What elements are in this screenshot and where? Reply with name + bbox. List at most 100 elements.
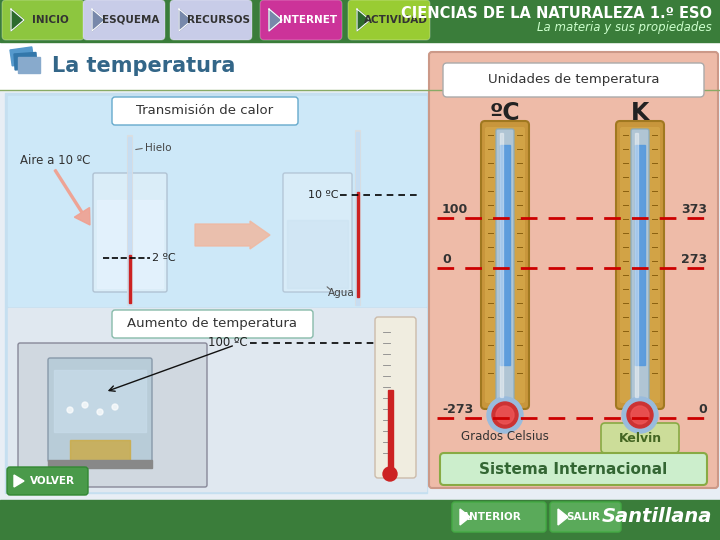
Bar <box>18 57 40 73</box>
Bar <box>128 137 131 305</box>
Text: Hielo: Hielo <box>145 143 171 153</box>
FancyBboxPatch shape <box>93 173 167 292</box>
Bar <box>356 132 359 305</box>
Circle shape <box>112 404 118 410</box>
FancyBboxPatch shape <box>18 343 207 487</box>
FancyBboxPatch shape <box>443 63 704 97</box>
FancyBboxPatch shape <box>112 310 313 338</box>
Text: La materia y sus propiedades: La materia y sus propiedades <box>537 22 712 35</box>
Circle shape <box>97 409 103 415</box>
Text: Sistema Internacional: Sistema Internacional <box>480 462 667 476</box>
FancyBboxPatch shape <box>112 97 298 125</box>
Circle shape <box>82 402 88 408</box>
Bar <box>0 500 720 540</box>
Circle shape <box>383 467 397 481</box>
FancyBboxPatch shape <box>348 0 430 40</box>
Circle shape <box>487 397 523 433</box>
Text: INICIO: INICIO <box>32 15 68 25</box>
Text: INTERNET: INTERNET <box>279 15 337 25</box>
Bar <box>8 96 426 306</box>
Text: Agua: Agua <box>328 288 355 298</box>
Text: ESQUEMA: ESQUEMA <box>102 15 160 25</box>
Text: Kelvin: Kelvin <box>618 431 662 444</box>
Bar <box>97 200 163 288</box>
Circle shape <box>622 397 658 433</box>
Text: Grados Celsius: Grados Celsius <box>461 430 549 443</box>
Text: 0: 0 <box>698 403 707 416</box>
Bar <box>0 0 720 42</box>
FancyBboxPatch shape <box>2 0 84 40</box>
Polygon shape <box>357 9 370 31</box>
Text: Santillana: Santillana <box>602 508 712 526</box>
Text: 100 ºC: 100 ºC <box>208 336 248 349</box>
FancyBboxPatch shape <box>485 127 525 403</box>
Polygon shape <box>460 509 470 525</box>
Bar <box>48 460 152 468</box>
FancyBboxPatch shape <box>440 453 707 485</box>
Text: ACTIVIDAD: ACTIVIDAD <box>364 15 428 25</box>
Bar <box>635 145 645 365</box>
Bar <box>129 255 130 303</box>
Text: -273: -273 <box>442 403 473 416</box>
Polygon shape <box>14 475 24 487</box>
Text: 0: 0 <box>442 253 451 266</box>
Text: 2 ºC: 2 ºC <box>152 253 176 263</box>
FancyBboxPatch shape <box>481 121 529 409</box>
Bar <box>10 47 34 66</box>
Bar <box>8 308 426 491</box>
FancyBboxPatch shape <box>83 0 165 40</box>
Text: 100: 100 <box>442 203 468 216</box>
FancyBboxPatch shape <box>260 0 342 40</box>
Bar <box>388 390 393 473</box>
Polygon shape <box>179 9 192 31</box>
FancyBboxPatch shape <box>283 173 352 292</box>
Text: La temperatura: La temperatura <box>52 56 235 76</box>
Bar <box>357 192 359 297</box>
Circle shape <box>496 406 514 424</box>
Bar <box>355 130 360 305</box>
Bar <box>5 93 427 493</box>
Text: 273: 273 <box>681 253 707 266</box>
Text: Aumento de temperatura: Aumento de temperatura <box>127 318 297 330</box>
FancyBboxPatch shape <box>601 423 679 453</box>
FancyBboxPatch shape <box>452 502 546 532</box>
Polygon shape <box>558 509 568 525</box>
FancyBboxPatch shape <box>429 52 718 488</box>
Bar <box>287 220 348 288</box>
Text: K: K <box>631 101 649 125</box>
Bar <box>500 145 510 365</box>
Bar <box>14 52 37 70</box>
FancyBboxPatch shape <box>7 467 88 495</box>
Text: Unidades de temperatura: Unidades de temperatura <box>487 73 660 86</box>
Circle shape <box>631 406 649 424</box>
FancyBboxPatch shape <box>170 0 252 40</box>
Circle shape <box>492 402 518 428</box>
Text: Transmisión de calor: Transmisión de calor <box>136 105 274 118</box>
FancyBboxPatch shape <box>631 129 649 401</box>
FancyBboxPatch shape <box>616 121 664 409</box>
Text: CIENCIAS DE LA NATURALEZA 1.º ESO: CIENCIAS DE LA NATURALEZA 1.º ESO <box>401 6 712 22</box>
Bar <box>127 135 132 305</box>
Text: SALIR: SALIR <box>566 512 600 522</box>
Bar <box>70 440 130 462</box>
FancyArrow shape <box>54 170 90 225</box>
FancyArrow shape <box>195 221 270 249</box>
FancyBboxPatch shape <box>550 502 621 532</box>
FancyBboxPatch shape <box>496 129 514 401</box>
Bar <box>54 370 146 432</box>
Text: RECURSOS: RECURSOS <box>186 15 250 25</box>
Text: ºC: ºC <box>490 101 521 125</box>
Bar <box>500 133 503 397</box>
FancyBboxPatch shape <box>48 358 152 462</box>
Circle shape <box>67 407 73 413</box>
Polygon shape <box>11 9 24 31</box>
Bar <box>635 133 638 397</box>
FancyBboxPatch shape <box>375 317 416 478</box>
Text: 373: 373 <box>681 203 707 216</box>
Text: Aire a 10 ºC: Aire a 10 ºC <box>20 153 91 166</box>
Circle shape <box>627 402 653 428</box>
Text: ANTERIOR: ANTERIOR <box>462 512 522 522</box>
Bar <box>0 42 720 90</box>
Text: VOLVER: VOLVER <box>30 476 74 486</box>
FancyBboxPatch shape <box>620 127 660 403</box>
